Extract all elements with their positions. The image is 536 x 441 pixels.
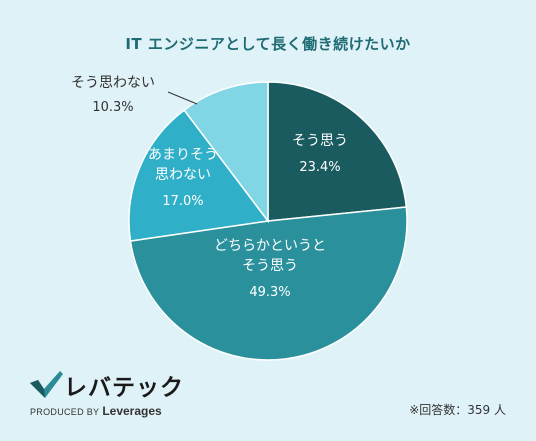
slice-label-3-line-2: 思わない — [155, 167, 211, 183]
respondent-count: ※回答数：359 人 — [409, 403, 506, 417]
logo-name: レバテック — [64, 375, 184, 401]
logo-produced-by: PRODUCED BY Leverages — [30, 402, 162, 420]
checkmark-logo-icon — [30, 371, 63, 398]
brand-text: Leverages — [102, 404, 162, 418]
pie-slice-1 — [267, 81, 408, 222]
slice-label-2-line-2: そう思う — [242, 258, 298, 274]
slice-label-3-line-1: あまりそう — [148, 147, 218, 163]
slice-value-1: 23.4% — [299, 160, 340, 175]
produced-by-text: PRODUCED BY — [30, 407, 100, 417]
callout-line — [167, 91, 198, 105]
chart-title: IT エンジニアとして長く働き続けたいか — [125, 35, 411, 53]
slice-value-4: 10.3% — [92, 100, 133, 115]
slice-value-2: 49.3% — [249, 285, 290, 300]
pie-slice-2 — [129, 206, 408, 361]
pie-slice-4 — [183, 81, 269, 224]
slice-label-1-line-1: そう思う — [292, 133, 348, 149]
pie-slice-3 — [128, 109, 270, 242]
slice-label-2-line-1: どちらかというと — [214, 238, 326, 254]
slice-label-4-line-1: そう思わない — [71, 75, 155, 91]
slice-value-3: 17.0% — [162, 194, 203, 209]
